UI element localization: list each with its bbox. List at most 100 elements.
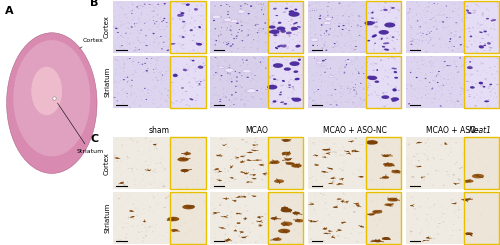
Ellipse shape [486, 27, 487, 28]
Ellipse shape [156, 142, 158, 143]
Ellipse shape [491, 184, 492, 185]
Ellipse shape [434, 204, 435, 205]
Ellipse shape [214, 107, 216, 108]
Ellipse shape [139, 50, 140, 51]
Ellipse shape [330, 140, 332, 141]
Ellipse shape [286, 59, 287, 60]
Ellipse shape [383, 42, 390, 44]
Ellipse shape [442, 89, 443, 90]
Ellipse shape [226, 227, 228, 228]
Ellipse shape [260, 99, 262, 100]
Ellipse shape [194, 168, 195, 169]
Ellipse shape [256, 160, 257, 161]
Ellipse shape [390, 73, 391, 74]
Ellipse shape [470, 36, 472, 37]
Ellipse shape [357, 164, 358, 165]
Ellipse shape [324, 175, 325, 176]
Ellipse shape [261, 237, 262, 238]
Ellipse shape [256, 146, 258, 147]
Ellipse shape [489, 237, 491, 238]
Ellipse shape [235, 92, 236, 93]
Ellipse shape [350, 45, 352, 46]
Ellipse shape [356, 57, 358, 58]
Ellipse shape [194, 20, 196, 21]
Ellipse shape [350, 52, 351, 53]
Ellipse shape [354, 186, 355, 187]
Ellipse shape [484, 43, 486, 44]
Ellipse shape [225, 240, 229, 242]
Ellipse shape [286, 86, 287, 87]
Ellipse shape [338, 213, 340, 214]
Ellipse shape [292, 10, 294, 12]
Ellipse shape [298, 75, 299, 76]
Ellipse shape [156, 8, 157, 9]
Ellipse shape [316, 61, 322, 64]
Ellipse shape [218, 222, 219, 223]
Ellipse shape [310, 4, 312, 5]
Ellipse shape [118, 198, 120, 199]
Ellipse shape [202, 187, 203, 188]
Ellipse shape [217, 222, 218, 223]
Ellipse shape [190, 60, 192, 61]
Ellipse shape [417, 33, 419, 34]
Ellipse shape [158, 107, 159, 108]
Ellipse shape [422, 32, 424, 33]
Ellipse shape [432, 138, 434, 139]
Ellipse shape [130, 1, 132, 2]
Ellipse shape [427, 198, 428, 199]
Ellipse shape [125, 39, 126, 40]
Ellipse shape [378, 10, 380, 11]
Ellipse shape [436, 185, 437, 186]
Ellipse shape [322, 194, 325, 196]
Ellipse shape [233, 98, 235, 99]
Ellipse shape [147, 72, 148, 73]
Ellipse shape [382, 95, 390, 99]
Ellipse shape [256, 49, 257, 50]
Ellipse shape [196, 42, 198, 44]
Ellipse shape [182, 199, 183, 200]
Ellipse shape [452, 210, 453, 211]
Ellipse shape [155, 231, 156, 232]
Ellipse shape [166, 73, 167, 74]
Ellipse shape [138, 49, 140, 50]
Ellipse shape [355, 211, 356, 212]
Ellipse shape [162, 26, 164, 27]
Ellipse shape [273, 101, 274, 103]
Ellipse shape [328, 95, 330, 96]
Ellipse shape [342, 206, 344, 207]
Ellipse shape [134, 26, 136, 27]
Ellipse shape [312, 45, 314, 46]
Ellipse shape [253, 150, 256, 151]
Ellipse shape [383, 106, 386, 107]
Ellipse shape [162, 168, 163, 169]
Ellipse shape [450, 235, 453, 236]
Ellipse shape [366, 51, 368, 52]
Ellipse shape [330, 171, 331, 172]
Ellipse shape [141, 99, 142, 100]
Ellipse shape [359, 97, 360, 98]
Ellipse shape [196, 179, 198, 180]
Ellipse shape [429, 160, 430, 161]
Ellipse shape [276, 160, 278, 161]
Ellipse shape [266, 180, 268, 181]
Ellipse shape [378, 219, 380, 220]
Ellipse shape [224, 18, 232, 22]
Ellipse shape [421, 57, 423, 58]
Ellipse shape [184, 23, 187, 24]
Ellipse shape [435, 93, 436, 94]
Ellipse shape [228, 84, 230, 85]
Ellipse shape [441, 164, 442, 165]
Ellipse shape [250, 97, 252, 98]
Ellipse shape [310, 107, 311, 108]
Ellipse shape [428, 166, 430, 167]
Ellipse shape [480, 64, 481, 65]
Ellipse shape [236, 84, 237, 85]
Ellipse shape [178, 157, 188, 161]
Ellipse shape [364, 1, 365, 2]
Ellipse shape [378, 30, 389, 35]
Ellipse shape [251, 155, 252, 156]
Ellipse shape [130, 44, 132, 45]
Ellipse shape [350, 38, 351, 39]
Ellipse shape [262, 148, 263, 149]
Ellipse shape [226, 146, 228, 147]
